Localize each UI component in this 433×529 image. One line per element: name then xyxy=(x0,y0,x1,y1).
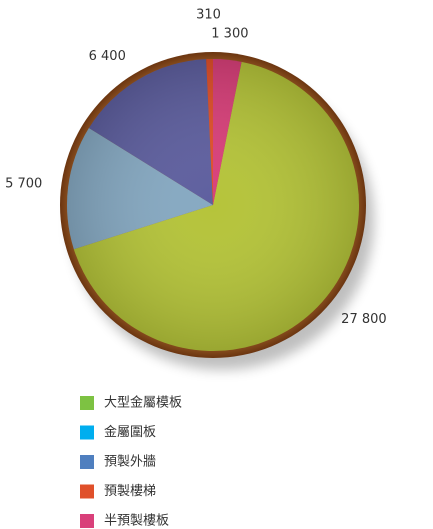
legend-swatch xyxy=(80,425,94,440)
data-label: 5 700 xyxy=(5,176,42,191)
legend-swatch xyxy=(80,484,94,499)
legend-label: 預製樓梯 xyxy=(104,484,156,499)
labels: 27 800 5 700 6 400 310 1 300 xyxy=(5,8,387,328)
legend-label: 預製外牆 xyxy=(104,455,156,470)
legend-swatch xyxy=(80,396,94,410)
legend-label: 半預製樓板 xyxy=(104,514,169,529)
pie xyxy=(67,59,359,351)
data-label: 1 300 xyxy=(211,26,248,41)
legend-swatch xyxy=(80,455,94,469)
data-label: 310 xyxy=(196,8,221,23)
data-label: 27 800 xyxy=(341,312,387,327)
legend-label: 大型金屬模板 xyxy=(104,395,182,411)
legend-label: 金屬圍板 xyxy=(104,424,156,440)
legend-swatch xyxy=(80,514,94,528)
data-label: 6 400 xyxy=(89,49,126,64)
